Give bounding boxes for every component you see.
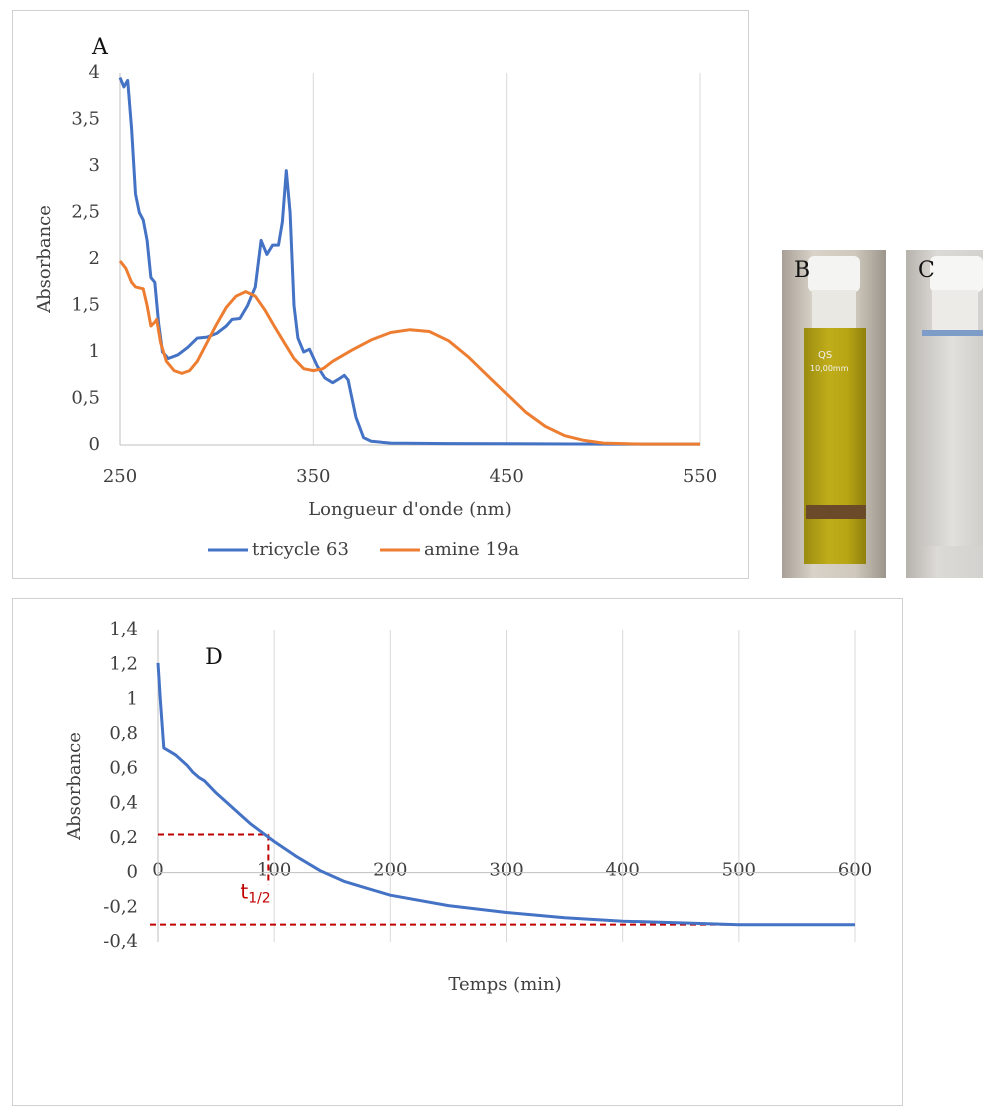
photo-b: QS 10,00mm B <box>782 250 886 578</box>
series-line <box>118 77 700 446</box>
y-tick-label: 0,2 <box>109 827 138 848</box>
y-tick-label: 3,5 <box>71 109 100 130</box>
cap <box>930 256 983 292</box>
panel-label: A <box>91 35 109 60</box>
sediment <box>806 505 866 519</box>
cuvette-text: QS <box>818 350 833 361</box>
series-line <box>156 662 855 927</box>
series-line <box>118 259 700 446</box>
x-tick-label: 350 <box>296 466 330 487</box>
y-tick-label: 0,6 <box>109 758 138 779</box>
y-axis-title: Absorbance <box>34 205 55 314</box>
half-life-symbol: t <box>240 879 248 903</box>
x-tick-label: 450 <box>489 466 523 487</box>
y-tick-label: 0,5 <box>71 388 100 409</box>
x-tick-label: 250 <box>103 466 137 487</box>
y-tick-label: 2 <box>89 248 100 269</box>
y-tick-label: 2,5 <box>71 202 100 223</box>
liquid <box>922 330 983 546</box>
x-axis-title: Temps (min) <box>448 974 561 995</box>
half-life-label: t1/2 <box>240 879 270 907</box>
panel-label: D <box>205 645 223 670</box>
chart-frame <box>12 10 749 579</box>
y-tick-label: 3 <box>89 155 100 176</box>
y-tick-label: 0,8 <box>109 723 138 744</box>
y-tick-label: 1,5 <box>71 295 100 316</box>
y-tick-label: 0,4 <box>109 792 138 813</box>
y-tick-label: 1 <box>127 688 138 709</box>
legend-label: amine 19a <box>424 539 519 560</box>
y-tick-label: 0 <box>89 434 100 455</box>
y-tick-label: 1 <box>89 341 100 362</box>
y-tick-label: 1,2 <box>109 654 138 675</box>
photo-label: B <box>794 258 811 283</box>
cap <box>808 256 860 292</box>
y-tick-label: -0,2 <box>103 896 138 917</box>
y-tick-label: -0,4 <box>103 931 138 952</box>
liquid <box>804 328 866 564</box>
y-tick-label: 1,4 <box>109 619 138 640</box>
y-tick-label: 4 <box>89 62 100 83</box>
x-tick-label: 550 <box>683 466 717 487</box>
photo-label: C <box>918 258 935 283</box>
photo-c: C <box>906 250 983 578</box>
y-tick-label: 0 <box>127 862 138 883</box>
cuvette-text: 10,00mm <box>810 364 849 373</box>
chart-frame <box>12 598 903 1106</box>
legend-label: tricycle 63 <box>252 539 349 560</box>
stopper <box>812 290 856 330</box>
y-axis-title: Absorbance <box>64 732 85 841</box>
x-axis-title: Longueur d'onde (nm) <box>308 499 512 520</box>
stopper <box>932 290 978 330</box>
half-life-subscript: 1/2 <box>248 891 271 907</box>
